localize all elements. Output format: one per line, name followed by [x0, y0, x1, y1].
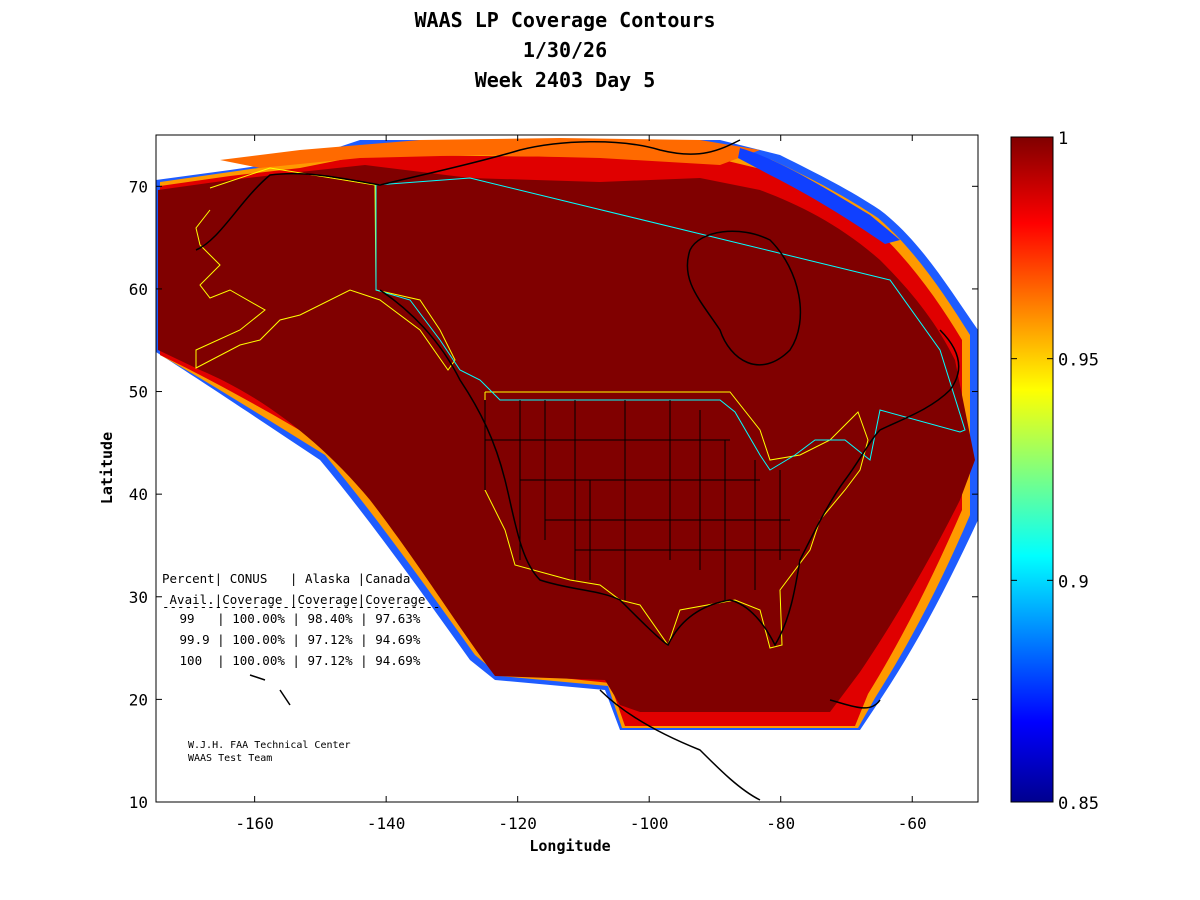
- coverage-map-area: [156, 138, 978, 801]
- colorbar-tick-label: 0.95: [1058, 351, 1099, 371]
- canada-service-outline: [375, 177, 966, 471]
- x-axis-ticks: -160 -140 -120 -100 -80 -60: [235, 135, 927, 833]
- y-tick-label: 70: [129, 177, 148, 196]
- credit-line-1: W.J.H. FAA Technical Center: [188, 740, 351, 751]
- x-axis-label: Longitude: [529, 837, 610, 855]
- arctic-blue-fringe: [738, 148, 900, 244]
- arctic-coverage-fringe: [220, 138, 760, 168]
- colorbar-tick-label: 1: [1058, 129, 1068, 149]
- coverage-table-row-99-9: 99.9 | 100.00% | 97.12% | 94.69%: [172, 632, 421, 647]
- y-tick-label: 10: [129, 793, 148, 812]
- colorbar-ticks: 1 0.95 0.9 0.85: [1011, 129, 1099, 814]
- us-state-borders: [484, 400, 800, 600]
- coverage-table-row-99: 99 | 100.00% | 98.40% | 97.63%: [172, 611, 421, 626]
- map-title-line-3: Week 2403 Day 5: [474, 68, 656, 92]
- coverage-table-header-1: Percent| CONUS | Alaska |Canada: [162, 571, 410, 586]
- x-tick-label: -60: [898, 814, 927, 833]
- y-tick-label: 20: [129, 690, 148, 709]
- coverage-full-region: [158, 165, 975, 712]
- credit-line-2: WAAS Test Team: [188, 753, 272, 764]
- colorbar-gradient: [1010, 136, 1054, 803]
- alaska-service-outline: [195, 167, 456, 371]
- coverage-table: Percent| CONUS | Alaska |Canada Avail.|C…: [162, 571, 440, 668]
- x-tick-label: -120: [498, 814, 537, 833]
- plot-frame: [155, 134, 979, 803]
- coverage-table-header-2: Avail.|Coverage |Coverage|Coverage: [162, 592, 425, 607]
- coverage-table-row-100: 100 | 100.00% | 97.12% | 94.69%: [172, 653, 421, 668]
- y-tick-label: 30: [129, 588, 148, 607]
- y-tick-label: 60: [129, 280, 148, 299]
- colorbar-tick-label: 0.9: [1058, 572, 1089, 592]
- map-title-line-1: WAAS LP Coverage Contours: [414, 8, 716, 32]
- x-tick-label: -100: [630, 814, 669, 833]
- x-tick-label: -160: [235, 814, 274, 833]
- y-tick-label: 50: [129, 383, 148, 402]
- x-tick-label: -140: [367, 814, 406, 833]
- conus-service-outline: [484, 391, 869, 649]
- north-america-coastline: [195, 139, 960, 801]
- y-axis-ticks: 10 20 30 40 50 60 70: [129, 177, 978, 812]
- coverage-table-divider: -------------------------------------: [162, 599, 440, 614]
- y-axis-label: Latitude: [98, 432, 116, 504]
- map-title-line-2: 1/30/26: [522, 38, 608, 62]
- colorbar-tick-label: 0.85: [1058, 794, 1099, 814]
- x-tick-label: -80: [766, 814, 795, 833]
- y-tick-label: 40: [129, 485, 148, 504]
